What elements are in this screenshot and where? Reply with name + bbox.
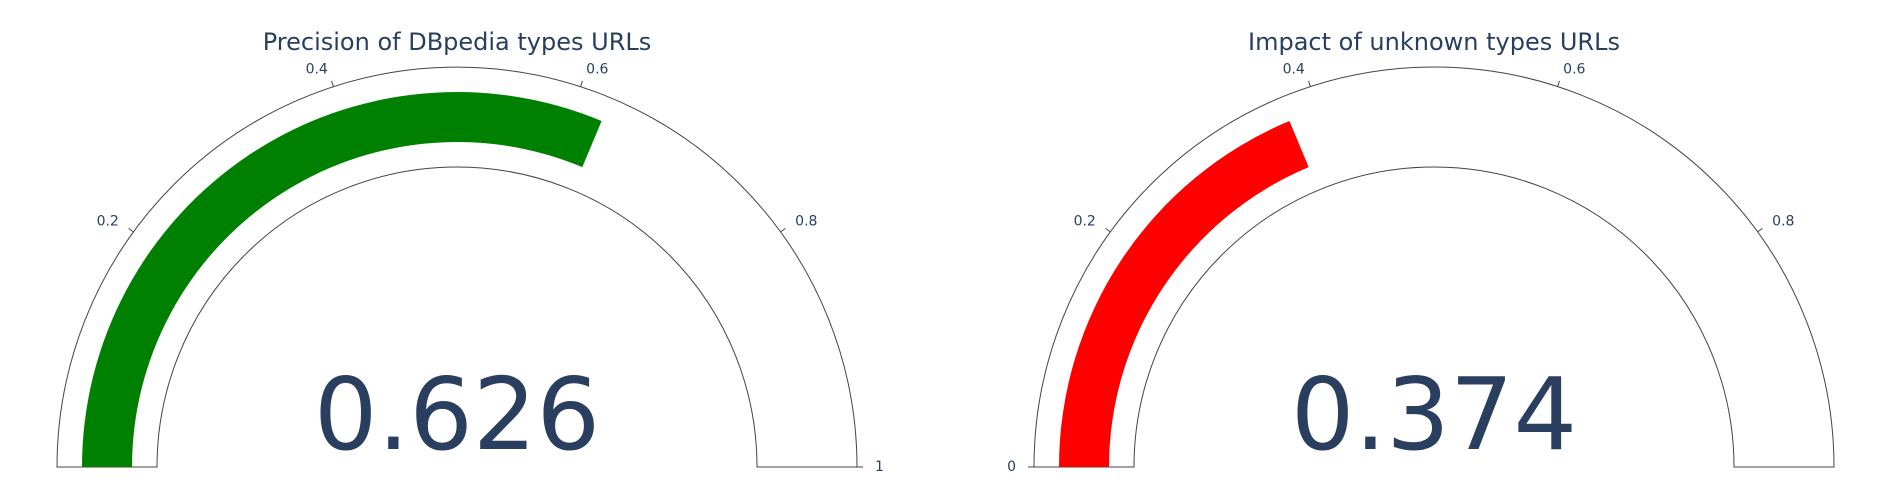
gauge-tick-label: 1: [875, 459, 884, 475]
gauge-title: Impact of unknown types URLs: [1248, 28, 1620, 56]
gauge-title: Precision of DBpedia types URLs: [263, 28, 652, 56]
gauge-tick-mark: [1557, 80, 1560, 87]
gauge-tick-label: 0.2: [1074, 213, 1096, 229]
gauge-tick-label: 0.6: [586, 61, 608, 77]
gauge-tick-label: 0.8: [1772, 213, 1794, 229]
gauge-value-number: 0.374: [1291, 356, 1577, 473]
gauge-tick-mark: [1105, 227, 1111, 233]
gauge-tick-mark: [1308, 80, 1311, 87]
gauge-tick-label: 0.6: [1563, 61, 1585, 77]
gauge-tick-mark: [128, 227, 134, 233]
gauge-value-bar: [82, 92, 602, 468]
gauge-value-number: 0.626: [314, 356, 600, 473]
gauge-tick-label: 0: [1007, 459, 1016, 475]
gauge-tick-label: 0.2: [97, 213, 119, 229]
gauge-tick-mark: [1757, 227, 1763, 233]
gauge-tick-label: 0.4: [306, 61, 328, 77]
gauge-tick-mark: [580, 80, 583, 87]
gauge-impact: Impact of unknown types URLs 00.20.4 0.60…: [1007, 28, 1835, 475]
gauge-ticks: 0.2 0.4 0.6 0.8 1: [97, 61, 884, 475]
gauge-tick-mark: [331, 80, 334, 87]
gauge-tick-label: 0.8: [795, 213, 817, 229]
gauge-ticks: 0 0.2 0.4 0.6 0.8: [1007, 61, 1794, 475]
gauge-value-bar: [1059, 121, 1309, 467]
gauge-precision: Precision of DBpedia types URLs 0.20.4 0.…: [56, 28, 884, 475]
gauge-tick-label: 0.4: [1283, 61, 1305, 77]
gauge-tick-mark: [780, 227, 786, 233]
